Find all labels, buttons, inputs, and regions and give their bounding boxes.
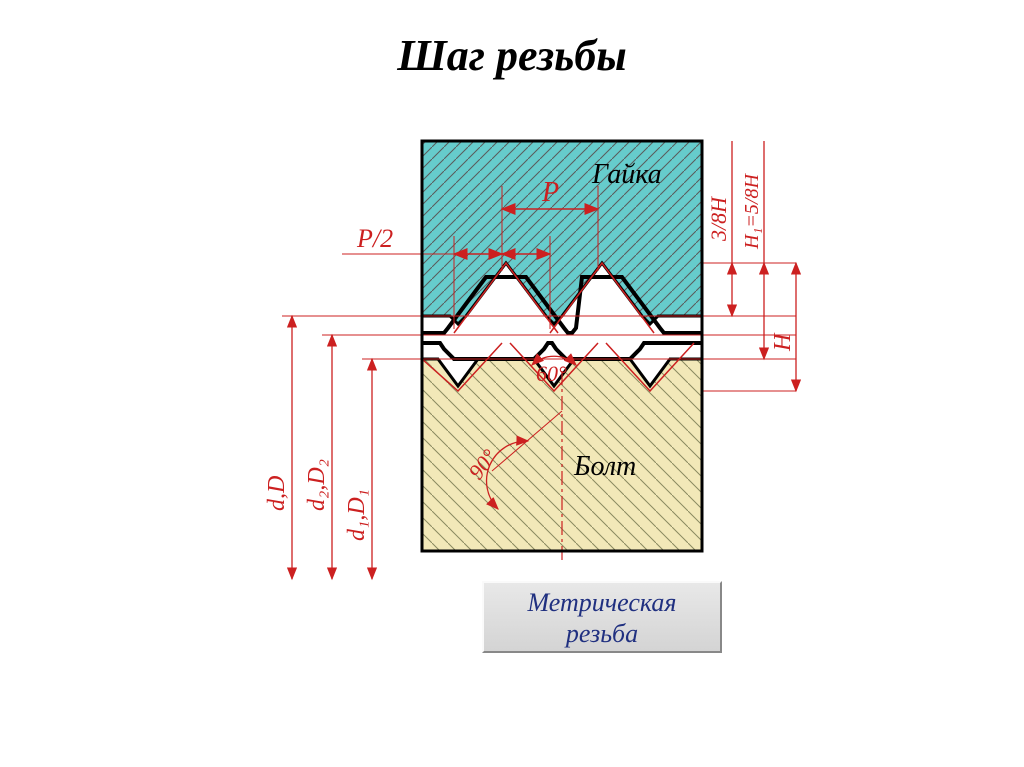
caption-line2: резьба [484, 618, 720, 649]
label-d1D1: d₁,D₁ [344, 489, 370, 541]
label-P: P [541, 177, 559, 208]
label-H1: H₁=5/8H [741, 173, 763, 250]
thread-diagram: P P/2 Гайка Болт 60° 90° d,D d₂,D₂ d₁,D₁ [192, 111, 832, 671]
page-title: Шаг резьбы [0, 0, 1024, 81]
label-H: H [770, 332, 796, 352]
label-dD: d,D [264, 476, 290, 511]
caption-box: Метрическая резьба [482, 581, 722, 653]
label-P2: P/2 [356, 224, 393, 253]
label-nut: Гайка [591, 159, 662, 190]
label-38H: 3/8H [706, 196, 731, 242]
label-d2D2: d₂,D₂ [304, 459, 330, 511]
label-60: 60° [536, 361, 567, 386]
caption-line1: Метрическая [484, 587, 720, 618]
label-bolt: Болт [573, 451, 636, 482]
